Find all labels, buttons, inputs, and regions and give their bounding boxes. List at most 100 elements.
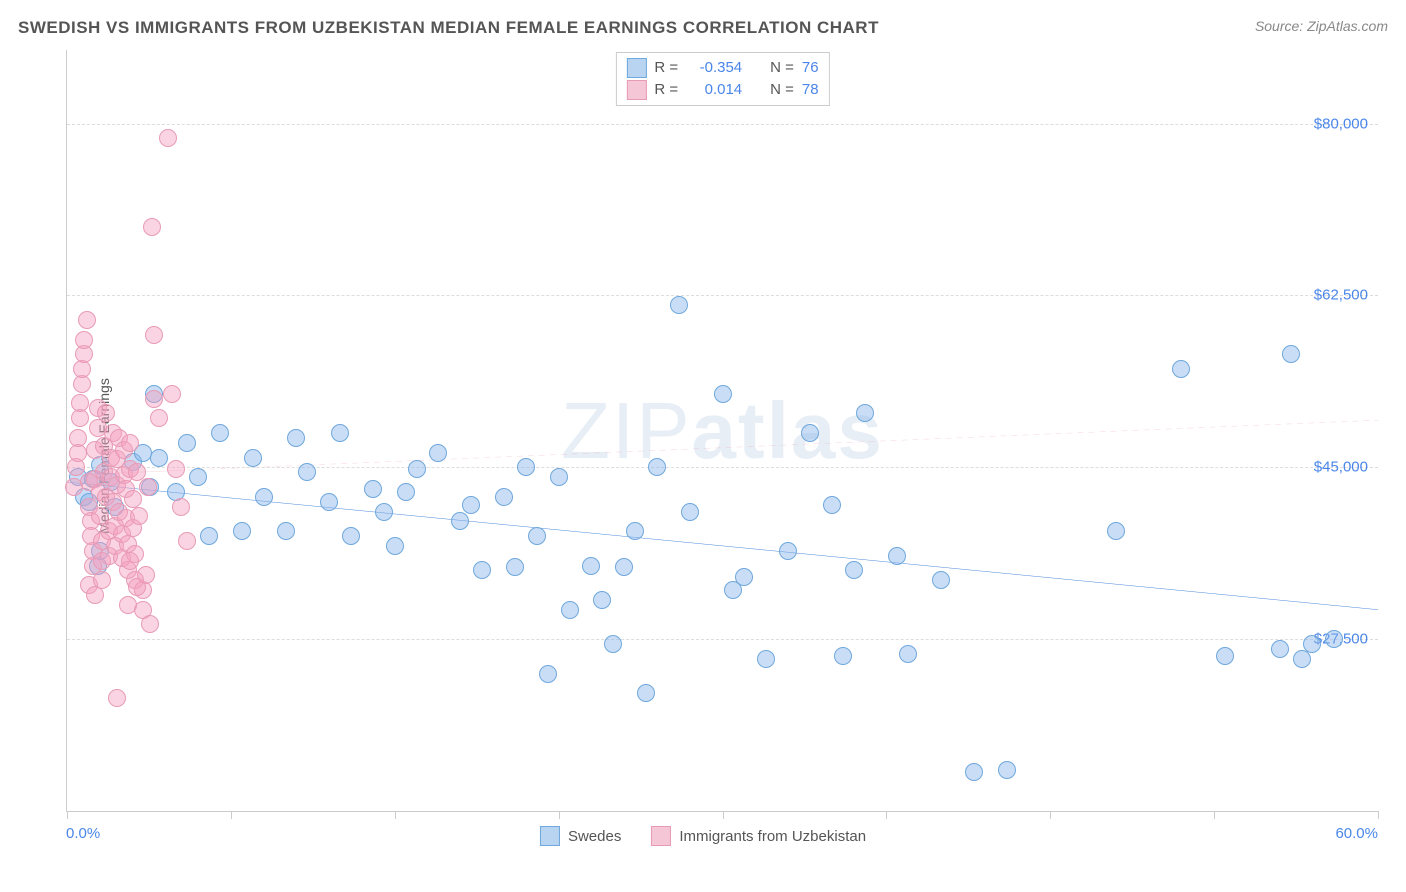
trend-line (176, 420, 1378, 470)
legend-swatch (540, 826, 560, 846)
scatter-point (364, 480, 382, 498)
scatter-point (397, 483, 415, 501)
scatter-point (255, 488, 273, 506)
scatter-point (211, 424, 229, 442)
y-tick-label: $45,000 (1314, 459, 1368, 476)
scatter-point (965, 763, 983, 781)
scatter-point (408, 460, 426, 478)
legend-stats-row: R =0.014N =78 (626, 79, 818, 101)
scatter-point (506, 558, 524, 576)
x-tick (1378, 811, 1379, 819)
scatter-point (1293, 650, 1311, 668)
y-tick-label: $62,500 (1314, 287, 1368, 304)
scatter-point (888, 547, 906, 565)
gridline (67, 124, 1378, 125)
scatter-point (714, 385, 732, 403)
scatter-point (899, 645, 917, 663)
x-max-label: 60.0% (1335, 825, 1378, 842)
scatter-point (823, 496, 841, 514)
scatter-point (145, 390, 163, 408)
scatter-point (172, 498, 190, 516)
scatter-point (637, 684, 655, 702)
gridline (67, 639, 1378, 640)
scatter-point (582, 557, 600, 575)
scatter-point (145, 326, 163, 344)
scatter-point (1216, 647, 1234, 665)
scatter-point (143, 218, 161, 236)
x-tick (1214, 811, 1215, 819)
x-tick (67, 811, 68, 819)
legend-bottom: Swedes Immigrants from Uzbekistan (540, 826, 866, 846)
chart-area: Median Female Earnings ZIPatlas R =-0.35… (18, 50, 1388, 862)
scatter-point (550, 468, 568, 486)
scatter-point (69, 429, 87, 447)
scatter-point (78, 311, 96, 329)
scatter-point (121, 552, 139, 570)
scatter-point (119, 596, 137, 614)
scatter-point (189, 468, 207, 486)
scatter-point (856, 404, 874, 422)
scatter-point (178, 532, 196, 550)
scatter-point (1172, 360, 1190, 378)
scatter-point (539, 665, 557, 683)
scatter-point (139, 478, 157, 496)
plot-area: ZIPatlas R =-0.354N =76R =0.014N =78 $27… (66, 50, 1378, 812)
scatter-point (473, 561, 491, 579)
scatter-point (845, 561, 863, 579)
scatter-point (451, 512, 469, 530)
x-tick (559, 811, 560, 819)
scatter-point (834, 647, 852, 665)
scatter-point (320, 493, 338, 511)
scatter-point (735, 568, 753, 586)
scatter-point (121, 434, 139, 452)
scatter-point (801, 424, 819, 442)
scatter-point (1282, 345, 1300, 363)
scatter-point (150, 449, 168, 467)
scatter-point (137, 566, 155, 584)
scatter-point (604, 635, 622, 653)
gridline (67, 467, 1378, 468)
scatter-point (141, 615, 159, 633)
legend-swatch (626, 58, 646, 78)
chart-header: SWEDISH VS IMMIGRANTS FROM UZBEKISTAN ME… (18, 18, 1388, 42)
legend-item: Swedes (540, 826, 621, 846)
scatter-point (779, 542, 797, 560)
scatter-point (386, 537, 404, 555)
y-tick-label: $80,000 (1314, 115, 1368, 132)
scatter-point (932, 571, 950, 589)
scatter-point (528, 527, 546, 545)
scatter-point (561, 601, 579, 619)
scatter-point (626, 522, 644, 540)
x-tick (886, 811, 887, 819)
x-tick (723, 811, 724, 819)
scatter-point (998, 761, 1016, 779)
scatter-point (108, 689, 126, 707)
scatter-point (163, 385, 181, 403)
x-tick (231, 811, 232, 819)
legend-swatch (651, 826, 671, 846)
trend-lines-layer (67, 50, 1378, 811)
scatter-point (93, 571, 111, 589)
scatter-point (331, 424, 349, 442)
scatter-point (429, 444, 447, 462)
scatter-point (1325, 630, 1343, 648)
scatter-point (342, 527, 360, 545)
scatter-point (178, 434, 196, 452)
chart-title: SWEDISH VS IMMIGRANTS FROM UZBEKISTAN ME… (18, 18, 879, 37)
legend-item: Immigrants from Uzbekistan (651, 826, 866, 846)
scatter-point (681, 503, 699, 521)
scatter-point (287, 429, 305, 447)
legend-label: Swedes (568, 828, 621, 845)
scatter-point (130, 507, 148, 525)
gridline (67, 295, 1378, 296)
chart-source: Source: ZipAtlas.com (1255, 18, 1388, 34)
scatter-point (495, 488, 513, 506)
scatter-point (200, 527, 218, 545)
x-tick (395, 811, 396, 819)
scatter-point (615, 558, 633, 576)
scatter-point (97, 404, 115, 422)
legend-label: Immigrants from Uzbekistan (679, 828, 866, 845)
scatter-point (150, 409, 168, 427)
scatter-point (1107, 522, 1125, 540)
scatter-point (167, 460, 185, 478)
